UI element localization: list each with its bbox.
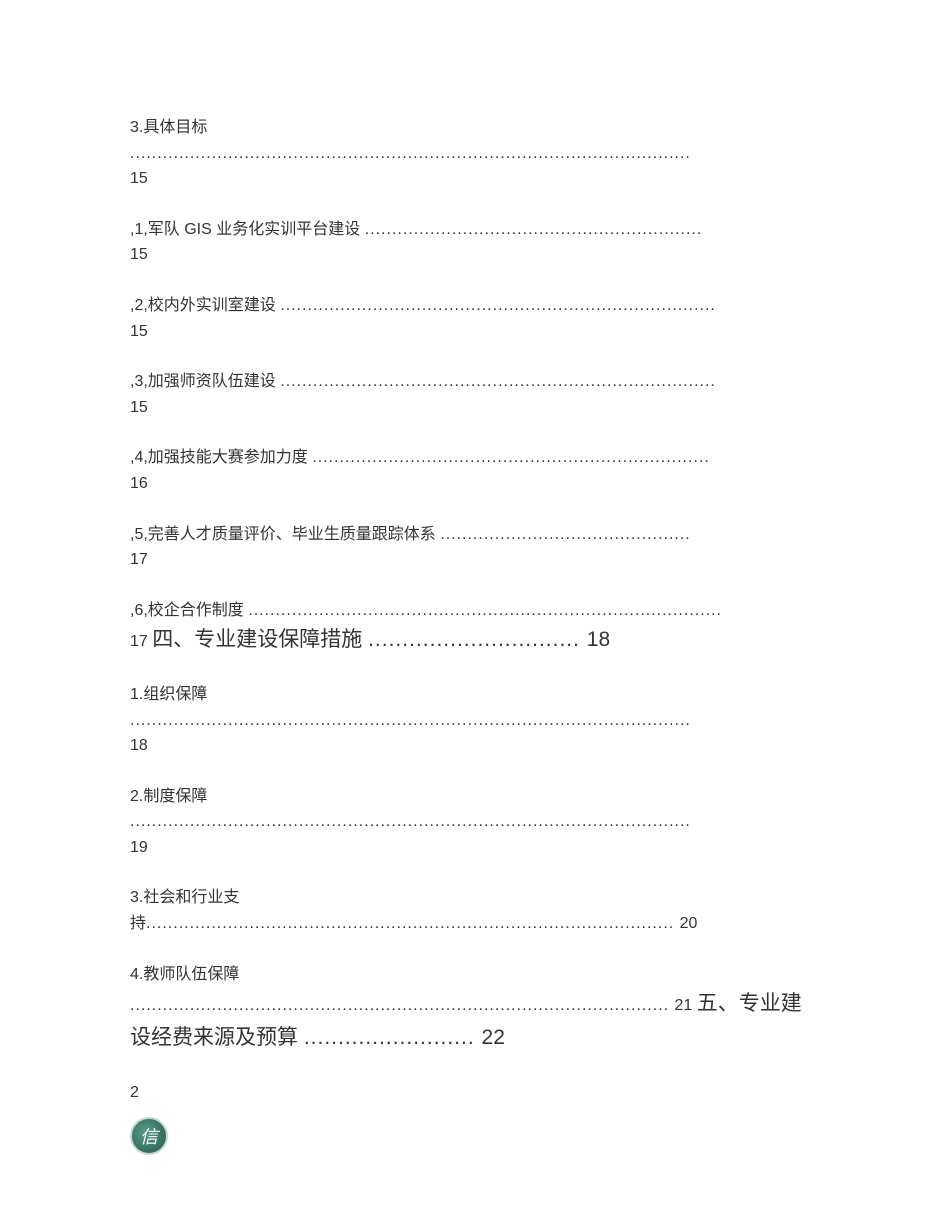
toc-text-cont: 持: [130, 915, 146, 932]
page-number: 2: [130, 1084, 820, 1102]
toc-page: 15: [130, 399, 148, 416]
toc-text: 2.制度保障: [130, 788, 207, 805]
section-dots: ...............................: [368, 628, 587, 651]
toc-entry: 2.制度保障 .................................…: [130, 784, 820, 861]
toc-dots: ........................................…: [130, 997, 675, 1014]
logo-text: 信: [140, 1123, 158, 1149]
toc-dots: ........................................…: [312, 449, 710, 466]
section-page: 18: [587, 628, 610, 651]
document-page: 3.具体目标 .................................…: [0, 0, 950, 1195]
toc-entry: 3.社会和行业支 持..............................…: [130, 885, 820, 936]
toc-text: 4.教师队伍保障: [130, 966, 239, 983]
toc-text: ,1,军队 GIS 业务化实训平台建设: [130, 221, 365, 238]
toc-page: 15: [130, 323, 148, 340]
toc-text: 1.组织保障: [130, 686, 207, 703]
section-heading: 四、专业建设保障措施: [152, 628, 368, 651]
toc-entry: ,4,加强技能大赛参加力度 ..........................…: [130, 445, 820, 496]
toc-page: 20: [680, 915, 698, 932]
toc-dots: ........................................…: [280, 373, 716, 390]
toc-entry: ,1,军队 GIS 业务化实训平台建设 ....................…: [130, 217, 820, 268]
toc-dots: ........................................…: [130, 813, 691, 830]
toc-entry: 4.教师队伍保障 ...............................…: [130, 962, 820, 1055]
toc-text: ,2,校内外实训室建设: [130, 297, 280, 314]
toc-page: 18: [130, 737, 148, 754]
toc-dots: ........................................…: [130, 712, 691, 729]
toc-dots: ........................................…: [365, 221, 703, 238]
toc-text: ,3,加强师资队伍建设: [130, 373, 280, 390]
toc-entry: 3.具体目标 .................................…: [130, 115, 820, 192]
toc-page: 16: [130, 475, 148, 492]
toc-dots: ........................................…: [440, 526, 690, 543]
toc-dots: ........................................…: [146, 915, 680, 932]
toc-page: 17: [130, 551, 148, 568]
toc-entry: 1.组织保障 .................................…: [130, 682, 820, 759]
toc-text: ,5,完善人才质量评价、毕业生质量跟踪体系: [130, 526, 440, 543]
toc-page: 17: [130, 633, 148, 650]
section-dots: .........................: [304, 1026, 482, 1049]
toc-text: 3.社会和行业支: [130, 889, 239, 906]
toc-page: 21: [675, 997, 693, 1014]
toc-entry: ,3,加强师资队伍建设 ............................…: [130, 369, 820, 420]
toc-text: 3.具体目标: [130, 119, 207, 136]
toc-page: 19: [130, 839, 148, 856]
toc-dots: ........................................…: [280, 297, 716, 314]
toc-text: ,4,加强技能大赛参加力度: [130, 449, 312, 466]
toc-entry: ,2,校内外实训室建设 ............................…: [130, 293, 820, 344]
section-page: 22: [482, 1026, 505, 1049]
toc-entry: ,5,完善人才质量评价、毕业生质量跟踪体系 ..................…: [130, 522, 820, 573]
logo-seal: 信: [130, 1117, 168, 1155]
toc-dots: ........................................…: [130, 145, 691, 162]
toc-entry: ,6,校企合作制度 ..............................…: [130, 598, 820, 657]
toc-page: 15: [130, 246, 148, 263]
toc-text: ,6,校企合作制度: [130, 602, 248, 619]
toc-page: 15: [130, 170, 148, 187]
toc-dots: ........................................…: [248, 602, 722, 619]
